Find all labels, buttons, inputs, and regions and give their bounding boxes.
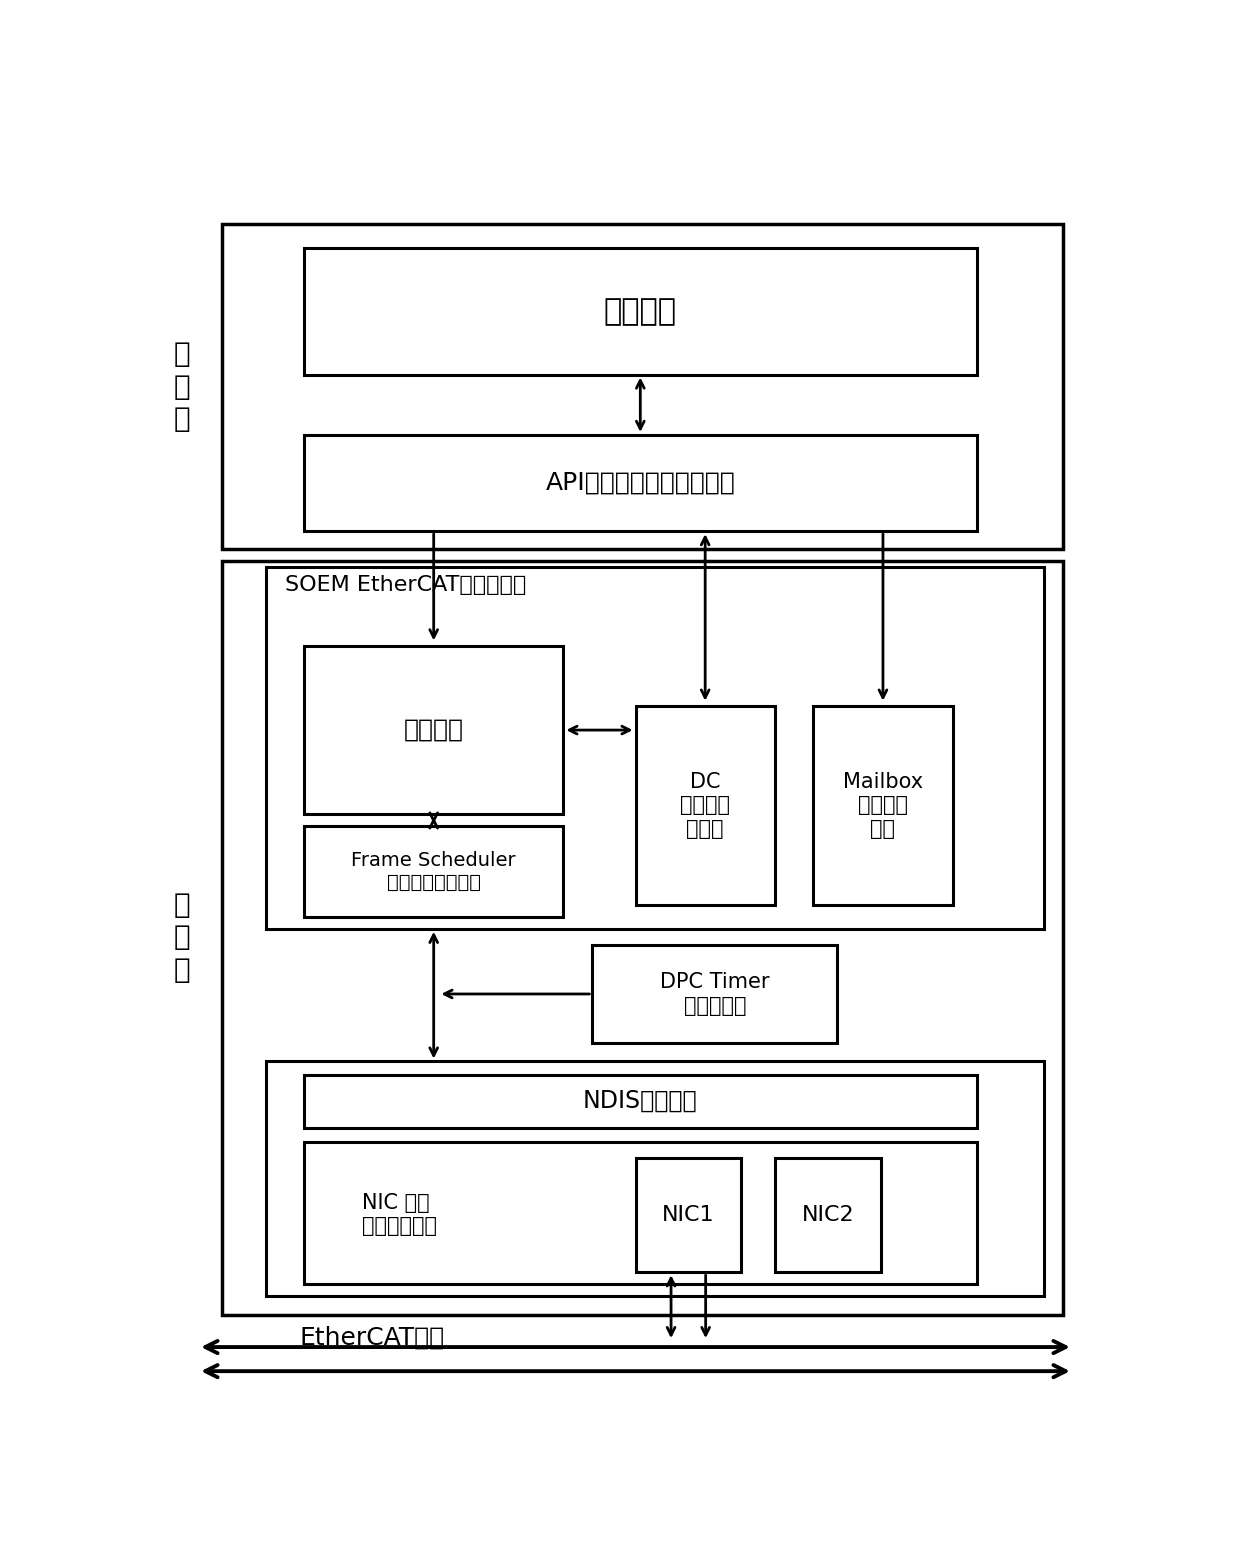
- Text: NIC1: NIC1: [662, 1205, 714, 1225]
- Bar: [222, 224, 1063, 549]
- Text: Frame Scheduler
（数据帧调度器）: Frame Scheduler （数据帧调度器）: [351, 851, 516, 892]
- Bar: [222, 562, 1063, 1315]
- Text: 应用程序: 应用程序: [604, 297, 677, 326]
- Bar: [304, 1142, 977, 1285]
- Text: API（应用程序编程接口）: API（应用程序编程接口）: [546, 471, 735, 495]
- Text: NDIS协议驱动: NDIS协议驱动: [583, 1089, 698, 1113]
- Bar: [304, 826, 563, 917]
- Bar: [304, 435, 977, 531]
- Text: DPC Timer
（定时器）: DPC Timer （定时器）: [660, 972, 770, 1016]
- Text: 内
核
态: 内 核 态: [174, 890, 190, 984]
- Bar: [304, 1075, 977, 1128]
- Text: DC
（分布式
时钟）: DC （分布式 时钟）: [681, 772, 730, 839]
- Bar: [635, 1158, 742, 1272]
- Text: 工作进程: 工作进程: [404, 718, 464, 742]
- Text: NIC 驱动
（网卡驱动）: NIC 驱动 （网卡驱动）: [362, 1193, 436, 1236]
- Text: NIC2: NIC2: [801, 1205, 854, 1225]
- Text: EtherCAT总线: EtherCAT总线: [299, 1326, 444, 1349]
- Bar: [304, 247, 977, 374]
- Bar: [265, 568, 1044, 930]
- Text: Mailbox
（邮箱服
务）: Mailbox （邮箱服 务）: [843, 772, 923, 839]
- Bar: [265, 1061, 1044, 1296]
- Bar: [775, 1158, 880, 1272]
- Bar: [304, 646, 563, 814]
- Bar: [635, 706, 775, 905]
- Text: 用
户
态: 用 户 态: [174, 340, 190, 434]
- Bar: [813, 706, 952, 905]
- Bar: [593, 945, 837, 1044]
- Text: SOEM EtherCAT主站协议栈: SOEM EtherCAT主站协议栈: [285, 576, 526, 595]
